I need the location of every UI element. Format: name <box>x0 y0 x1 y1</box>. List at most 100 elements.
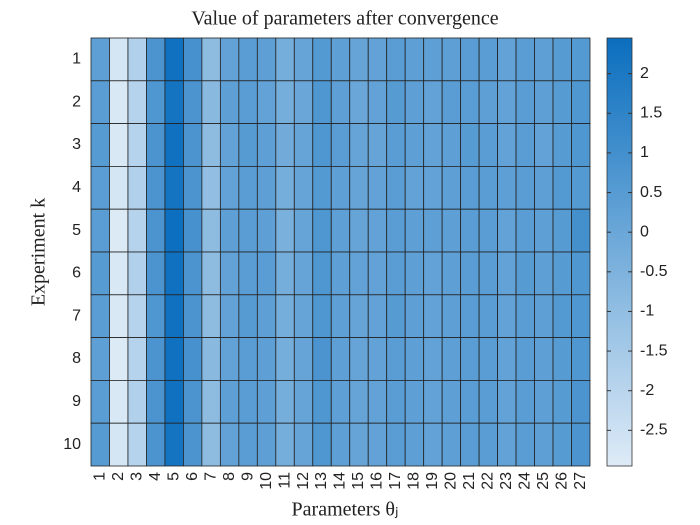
heatmap-cell <box>183 37 203 82</box>
heatmap-cell <box>201 379 221 424</box>
heatmap-cell <box>349 379 369 424</box>
heatmap-cell <box>460 294 480 338</box>
heatmap-cell <box>238 80 258 125</box>
heatmap-cell <box>571 80 591 125</box>
heatmap-cell <box>460 337 480 381</box>
heatmap-cell <box>515 379 535 424</box>
heatmap-cell <box>312 422 332 467</box>
heatmap-cell <box>109 251 129 296</box>
heatmap-cell <box>349 251 369 296</box>
heatmap-cell <box>219 208 240 253</box>
heatmap-cell <box>515 123 535 167</box>
heatmap-cell <box>146 294 166 338</box>
x-tick-label: 16 <box>369 472 386 490</box>
heatmap-cell <box>219 337 240 381</box>
heatmap-cell <box>478 165 498 210</box>
x-tick-label: 24 <box>517 472 534 490</box>
heatmap-cell <box>367 337 388 381</box>
colorbar-tick-label: 2 <box>640 65 649 82</box>
heatmap-cell <box>330 80 351 125</box>
x-tick-label: 10 <box>258 472 275 490</box>
heatmap-cell <box>515 165 535 210</box>
heatmap-cell <box>386 294 406 338</box>
heatmap-cell <box>293 80 314 125</box>
heatmap-cell <box>312 251 332 296</box>
heatmap-cell <box>256 379 277 424</box>
heatmap-cell <box>183 80 203 125</box>
heatmap-cell <box>404 422 425 467</box>
heatmap-cell <box>275 251 295 296</box>
chart-title: Value of parameters after convergence <box>191 8 498 30</box>
heatmap-cell <box>201 80 221 125</box>
heatmap-cell <box>460 251 480 296</box>
heatmap-cell <box>552 379 572 424</box>
heatmap-cell <box>90 80 110 125</box>
heatmap-cell <box>293 337 314 381</box>
heatmap-cell <box>349 80 369 125</box>
heatmap-cell <box>109 208 129 253</box>
colorbar-tick-label: -1 <box>640 303 654 320</box>
heatmap-cell <box>256 80 277 125</box>
heatmap-cell <box>497 208 517 253</box>
heatmap-cell <box>183 251 203 296</box>
colorbar <box>606 37 633 467</box>
colorbar-tick-label: -0.5 <box>640 263 668 280</box>
heatmap-cell <box>90 422 110 467</box>
heatmap-cell <box>404 123 425 167</box>
heatmap-cell <box>552 208 572 253</box>
heatmap-cell <box>552 165 572 210</box>
heatmap-cell <box>497 379 517 424</box>
heatmap-cell <box>127 123 147 167</box>
heatmap-cell <box>219 165 240 210</box>
heatmap-cell <box>423 422 443 467</box>
x-tick-label: 1 <box>91 472 108 481</box>
heatmap-cell <box>386 123 406 167</box>
heatmap-cell <box>423 165 443 210</box>
heatmap-cell <box>312 37 332 82</box>
heatmap-cell <box>423 251 443 296</box>
heatmap-cell <box>293 123 314 167</box>
x-tick-label: 18 <box>406 472 423 490</box>
y-tick-label: 2 <box>72 93 81 110</box>
x-tick-label: 22 <box>480 472 497 490</box>
heatmap-cell <box>219 422 240 467</box>
heatmap-cell <box>330 422 351 467</box>
heatmap-cell <box>497 80 517 125</box>
x-tick-label: 5 <box>165 472 182 481</box>
heatmap-cell <box>109 80 129 125</box>
heatmap-cell <box>534 165 554 210</box>
heatmap-cell <box>404 80 425 125</box>
heatmap-cell <box>109 294 129 338</box>
heatmap-cell <box>441 37 462 82</box>
heatmap-cell <box>423 337 443 381</box>
heatmap-cell <box>238 379 258 424</box>
x-tick-label: 6 <box>184 472 201 481</box>
heatmap-cell <box>238 337 258 381</box>
heatmap-cell <box>275 294 295 338</box>
heatmap-cell <box>441 294 462 338</box>
colorbar-tick-label: -2.5 <box>640 422 668 439</box>
heatmap-cell <box>330 337 351 381</box>
x-tick-label: 9 <box>239 472 256 481</box>
heatmap-cell <box>146 251 166 296</box>
heatmap-cell <box>146 80 166 125</box>
heatmap-cell <box>404 165 425 210</box>
heatmap-cell <box>275 80 295 125</box>
heatmap-cell <box>515 294 535 338</box>
heatmap-cell <box>146 337 166 381</box>
heatmap-cell <box>460 379 480 424</box>
heatmap-cell <box>164 294 184 338</box>
heatmap-cell <box>441 80 462 125</box>
heatmap-cell <box>109 165 129 210</box>
x-tick-label: 17 <box>387 472 404 490</box>
heatmap-cell <box>201 123 221 167</box>
heatmap-cell <box>238 294 258 338</box>
heatmap-cell <box>423 123 443 167</box>
heatmap-cell <box>367 294 388 338</box>
heatmap-cell <box>349 422 369 467</box>
heatmap-cell <box>367 422 388 467</box>
heatmap-cell <box>441 165 462 210</box>
heatmap-cell <box>183 422 203 467</box>
heatmap-cell <box>441 379 462 424</box>
